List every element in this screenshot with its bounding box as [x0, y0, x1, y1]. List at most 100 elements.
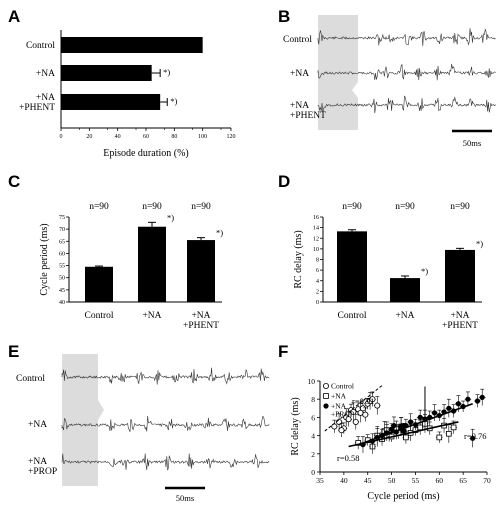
category-label: Control — [337, 311, 366, 321]
category-label: +NA +PHENT — [442, 311, 478, 331]
category-label: +NA +PHENT — [183, 311, 219, 331]
y-axis-title: RC delay (ms) — [290, 397, 301, 455]
bar — [61, 37, 203, 53]
data-point — [479, 394, 485, 400]
data-point — [338, 427, 345, 434]
data-point — [350, 408, 357, 415]
y-axis-title: RC delay (ms) — [293, 230, 304, 288]
panel-d-bar-chart: 0 2 4 6 8 10 12 14 16 n=90 Control n=90 *) +NA n=90 *) +… — [293, 202, 483, 331]
data-point — [398, 423, 404, 430]
y-tick-label: 0 — [311, 468, 315, 477]
panel-e-letter: E — [8, 342, 19, 361]
legend-label: Control — [331, 382, 354, 391]
trace-label-control: Control — [16, 374, 45, 384]
data-point — [450, 424, 457, 431]
x-tick-label: 60 — [436, 476, 444, 485]
data-point — [455, 401, 461, 407]
y-tick-label: 60 — [59, 251, 65, 257]
data-point — [391, 422, 397, 429]
y-tick-label: 75 — [59, 215, 65, 221]
trace-label-na-phent: +NA +PHENT — [290, 101, 326, 121]
x-tick-label: 100 — [198, 134, 207, 140]
data-point — [417, 424, 423, 431]
category-label: +NA — [142, 311, 161, 321]
panel-f-scatter-plot: 35 40 45 50 55 60 65 70 0 2 4 6 8 10 Cycle period (ms)… — [290, 377, 491, 502]
x-tick-label: 120 — [227, 134, 236, 140]
data-point — [470, 435, 476, 441]
scale-bar-label: 50ms — [463, 138, 481, 148]
panel-b-traces: Control +NA 50ms +NA +PHENT — [283, 15, 496, 148]
trace-label-control: Control — [283, 35, 312, 45]
legend-marker — [322, 382, 329, 389]
y-axis-title: Cycle period (ms) — [39, 223, 50, 295]
x-axis-title: Episode duration (%) — [103, 148, 189, 159]
data-point — [352, 418, 359, 425]
panel-a-bar-chart: 0 20 40 60 80 100 120 Control *) +NA *) +NA +PHENT Ep… — [19, 30, 236, 159]
fit-line — [324, 385, 383, 432]
legend-label: +NA +PROP — [331, 402, 354, 419]
data-point — [431, 410, 438, 416]
fit-r-label: r=0.76 — [464, 431, 487, 441]
category-label: +NA +PHENT — [19, 93, 55, 113]
scale-bar-label: 50ms — [176, 493, 194, 503]
x-tick-label: 20 — [86, 134, 92, 140]
trace-label-na: +NA — [290, 69, 309, 79]
panel-b-letter: B — [278, 7, 290, 26]
stimulus-artifact-shading — [62, 354, 104, 486]
data-point — [355, 440, 361, 446]
data-point — [336, 418, 343, 425]
fit-r-label: r=0.91 — [352, 396, 375, 406]
n-label: n=90 — [142, 202, 162, 212]
category-label: +NA — [36, 69, 55, 79]
data-point — [436, 434, 443, 441]
x-tick-label: 0 — [60, 134, 63, 140]
legend-marker — [323, 403, 329, 409]
bar — [337, 231, 367, 302]
y-tick-label: 70 — [59, 227, 65, 233]
y-tick-label: 4 — [316, 279, 319, 285]
bar — [61, 94, 161, 110]
y-tick-label: 16 — [313, 215, 319, 221]
y-tick-label: 6 — [311, 413, 315, 422]
y-tick-label: 12 — [313, 236, 319, 242]
y-tick-label: 10 — [308, 377, 316, 386]
y-tick-label: 0 — [316, 300, 319, 306]
trace-control — [317, 28, 496, 47]
significance-label: *) — [216, 228, 223, 238]
y-tick-label: 10 — [313, 247, 319, 253]
data-point — [446, 430, 452, 437]
significance-label: *) — [476, 238, 483, 248]
panel-f-letter: F — [278, 342, 288, 361]
x-tick-label: 65 — [459, 476, 467, 485]
panel-e-traces: Control +NA 50ms +NA +PROP — [16, 354, 270, 503]
y-tick-label: 50 — [59, 276, 65, 282]
bar — [390, 278, 420, 302]
legend-label: +NA — [331, 392, 347, 401]
n-label: n=90 — [342, 202, 362, 212]
y-tick-label: 8 — [316, 258, 319, 264]
trace-label-na-prop: +NA +PROP — [28, 457, 57, 477]
panel-a-letter: A — [8, 7, 20, 26]
trace-na — [61, 415, 270, 433]
data-point — [446, 405, 452, 411]
x-tick-label: 50 — [388, 476, 396, 485]
n-label: n=90 — [89, 202, 109, 212]
category-label: +NA — [395, 311, 414, 321]
data-point — [345, 416, 352, 423]
bar — [445, 249, 475, 302]
y-tick-label: 65 — [59, 239, 65, 245]
data-point — [474, 398, 481, 404]
y-tick-label: 4 — [311, 432, 315, 441]
trace-na-phent — [317, 95, 496, 114]
x-tick-label: 40 — [340, 476, 348, 485]
x-tick-label: 45 — [364, 476, 372, 485]
data-point — [362, 411, 369, 418]
fit-r-label: r=0.58 — [337, 453, 360, 463]
panel-d-letter: D — [278, 172, 290, 191]
bar — [187, 240, 215, 302]
trace-label-na: +NA — [28, 420, 47, 430]
y-tick-label: 40 — [59, 300, 65, 306]
x-tick-label: 60 — [143, 134, 149, 140]
panel-c-bar-chart: 40 45 50 55 60 65 70 75 n=90 Control n=90 *) +NA n=90… — [39, 202, 223, 331]
y-tick-label: 8 — [311, 395, 315, 404]
